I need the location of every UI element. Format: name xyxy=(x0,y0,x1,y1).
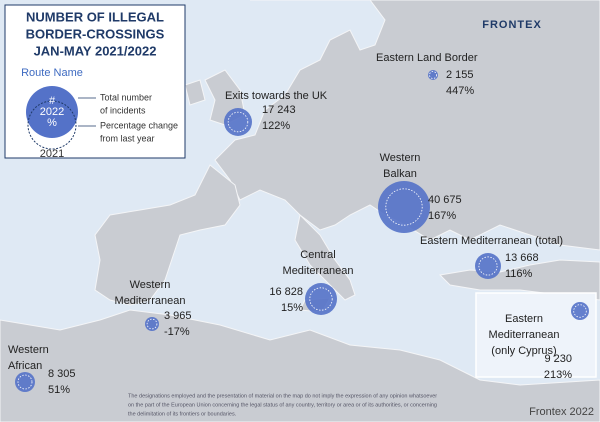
route-change: 447% xyxy=(446,85,474,97)
legend-bubble-text: % xyxy=(47,117,57,129)
legend-description: of incidents xyxy=(100,105,146,115)
legend-frame xyxy=(4,4,186,159)
legend-description: from last year xyxy=(100,133,155,143)
disclaimer: on the part of the European Union concer… xyxy=(128,402,437,408)
route-change: 51% xyxy=(48,384,70,396)
title-line: NUMBER OF ILLEGAL xyxy=(26,9,164,24)
disclaimer: The designations employed and the presen… xyxy=(128,393,437,399)
route-name: Western xyxy=(130,279,171,291)
brand: FRONTEX xyxy=(482,19,542,31)
route-name: African xyxy=(8,360,42,372)
route-name: Eastern xyxy=(505,313,543,325)
route-incidents: 2 155 xyxy=(446,69,474,81)
route-bubble-prev xyxy=(227,111,249,133)
route-name: Exits towards the UK xyxy=(225,90,328,102)
route-name: Eastern Mediterranean (total) xyxy=(420,235,563,247)
legend-bubble-text: 2022 xyxy=(40,106,64,118)
legend-previous-year: 2021 xyxy=(40,148,64,160)
route-incidents: 9 230 xyxy=(544,353,572,365)
route-change: 15% xyxy=(281,302,303,314)
title-line: BORDER-CROSSINGS xyxy=(26,26,165,41)
legend-route-name: Route Name xyxy=(21,67,83,79)
route-incidents: 16 828 xyxy=(269,286,303,298)
credit: Frontex 2022 xyxy=(529,406,594,418)
route-name: Mediterranean xyxy=(283,265,354,277)
legend-bubble-text: # xyxy=(49,95,56,107)
route-bubble xyxy=(224,108,252,136)
disclaimer: the delimitation of its frontiers or bou… xyxy=(128,411,237,417)
route-name: Western xyxy=(8,344,49,356)
route-change: 116% xyxy=(505,268,533,280)
route-bubble-prev xyxy=(573,304,587,318)
route-incidents: 8 305 xyxy=(48,368,76,380)
route-name: Mediterranean xyxy=(115,295,186,307)
route-name: (only Cyprus) xyxy=(491,345,556,357)
route-bubble-prev xyxy=(385,188,423,226)
route-name: Eastern Land Border xyxy=(376,52,478,64)
route-bubble-prev xyxy=(17,374,33,390)
route-incidents: 13 668 xyxy=(505,252,539,264)
route-incidents: 17 243 xyxy=(262,104,296,116)
route-bubble-prev xyxy=(309,287,333,311)
route-name: Mediterranean xyxy=(489,329,560,341)
legend-description: Total number xyxy=(100,92,152,102)
legend-bubble xyxy=(26,86,78,138)
route-name: Western xyxy=(380,152,421,164)
route-incidents: 3 965 xyxy=(164,310,192,322)
legend-prev xyxy=(27,100,77,150)
route-change: 167% xyxy=(428,210,456,222)
route-name: Central xyxy=(300,249,335,261)
route-bubble-prev xyxy=(478,256,498,276)
route-name: Balkan xyxy=(383,168,417,180)
route-change: -17% xyxy=(164,326,190,338)
title-line: JAN-MAY 2021/2022 xyxy=(34,43,157,58)
legend-description: Percentage change xyxy=(100,120,178,130)
route-bubble-prev xyxy=(146,318,158,330)
route-incidents: 40 675 xyxy=(428,194,462,206)
legend-box xyxy=(4,4,186,159)
route-change: 122% xyxy=(262,120,290,132)
route-bubble-prev xyxy=(429,71,437,79)
route-change: 213% xyxy=(544,369,572,381)
